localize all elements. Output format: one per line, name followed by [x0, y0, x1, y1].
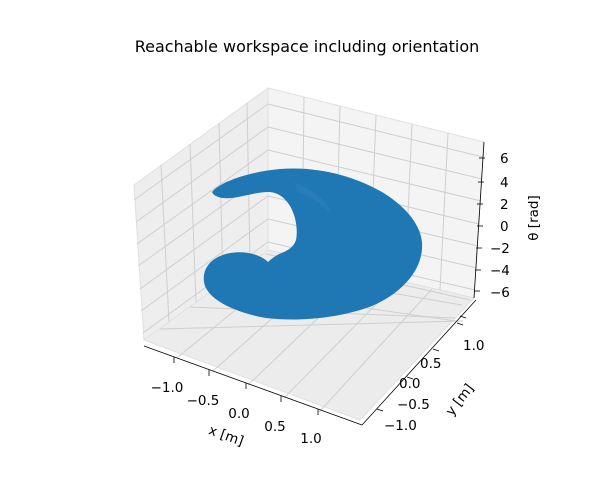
- x-axis-label: x [m]: [206, 422, 245, 449]
- y-axis-tick-labels: −1.0 −0.5 0.0 0.5 1.0: [384, 338, 484, 434]
- y-axis-label: y [m]: [443, 381, 478, 419]
- y-tick-label: 0.0: [399, 376, 420, 392]
- grid-lines: [133, 96, 484, 413]
- z-tick-label: −4: [490, 263, 510, 279]
- y-tick-label: 1.0: [463, 338, 484, 354]
- y-tick-label: −1.0: [384, 418, 417, 434]
- y-tick-label: 0.5: [420, 356, 441, 372]
- z-axis-tick-labels: 6 4 2 0 −2 −4 −6: [490, 151, 510, 301]
- z-tick-label: 4: [500, 175, 509, 191]
- surface-top-lobe: [203, 168, 423, 320]
- axis-edges: [143, 141, 485, 426]
- z-tick-label: 0: [500, 219, 509, 235]
- z-tick-label: −2: [490, 241, 510, 257]
- x-axis-tick-labels: −1.0 −0.5 0.0 0.5 1.0: [151, 380, 322, 447]
- surface-shading: [294, 182, 330, 212]
- chart-title: Reachable workspace including orientatio…: [135, 37, 480, 56]
- x-tick-label: −1.0: [151, 380, 184, 396]
- y-tick-label: −0.5: [397, 397, 430, 413]
- z-tick-label: 2: [500, 197, 509, 213]
- z-tick-label: 6: [500, 151, 509, 167]
- x-tick-label: 0.0: [228, 406, 249, 422]
- x-tick-label: −0.5: [187, 393, 220, 409]
- z-axis-label: θ [rad]: [526, 195, 542, 240]
- workspace-surface: [203, 168, 423, 320]
- z-tick-label: −6: [490, 285, 510, 301]
- x-tick-label: 0.5: [264, 419, 285, 435]
- z-axis-ticks: [474, 157, 485, 292]
- y-axis-ticks: [376, 315, 467, 412]
- x-axis-ticks: [173, 357, 319, 415]
- x-tick-label: 1.0: [300, 431, 321, 447]
